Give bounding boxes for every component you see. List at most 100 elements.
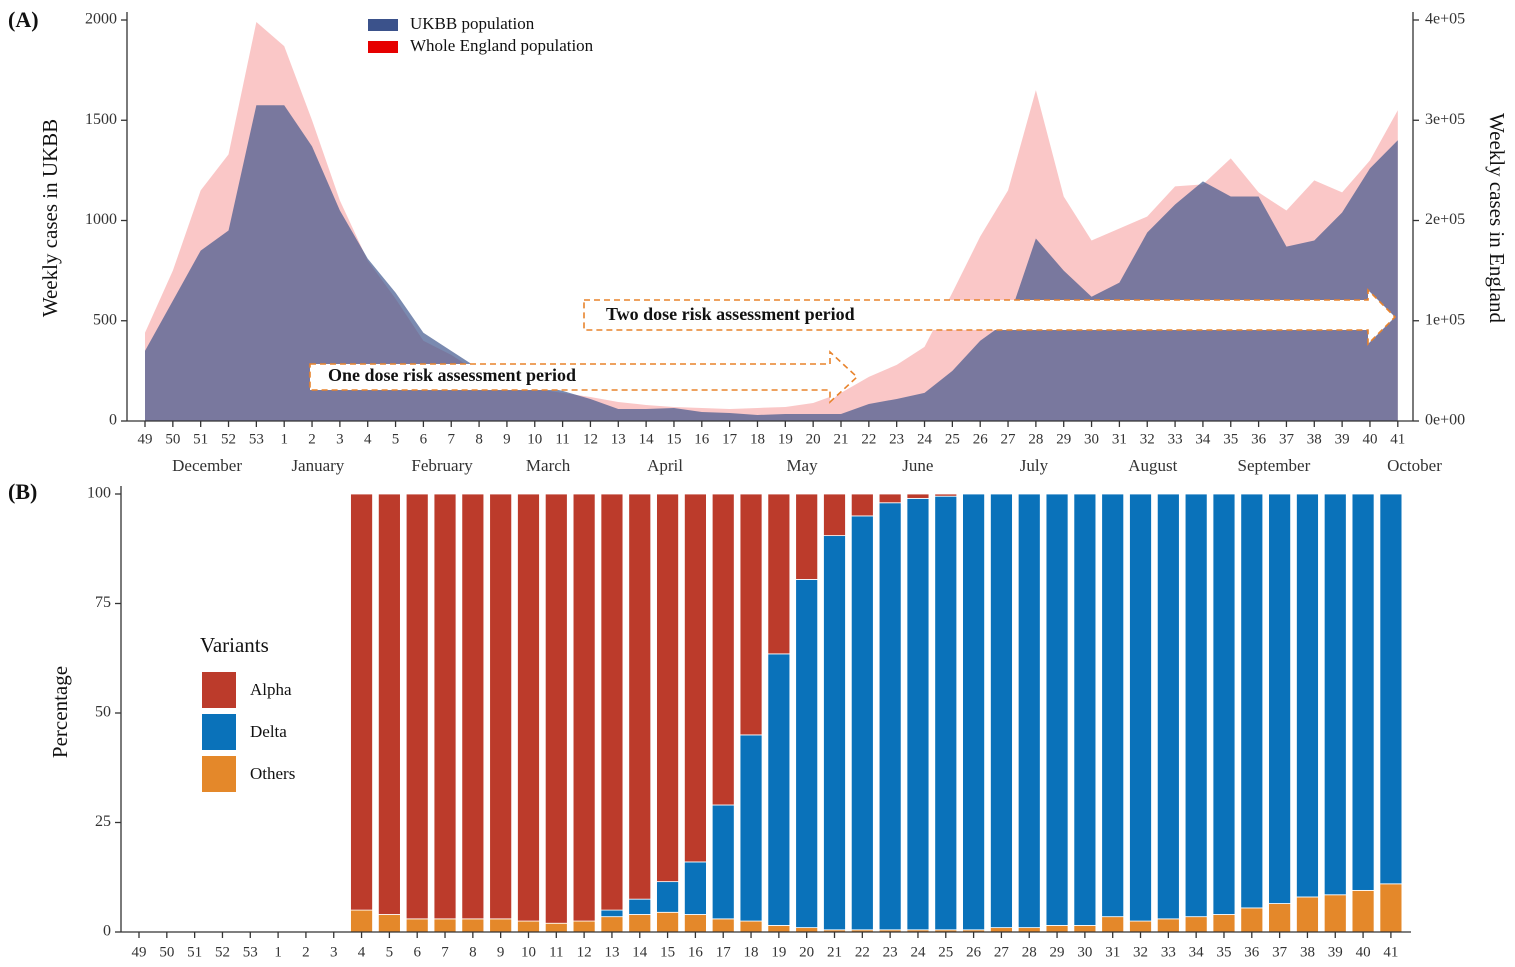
x-tick-label: 13 bbox=[604, 944, 619, 960]
x-tick-label: 30 bbox=[1084, 431, 1099, 447]
x-tick-label: 41 bbox=[1383, 944, 1398, 960]
x-tick-label: 9 bbox=[497, 944, 505, 960]
x-tick-label: 12 bbox=[583, 431, 598, 447]
x-tick-label: 9 bbox=[503, 431, 511, 447]
x-tick-label: 32 bbox=[1140, 431, 1155, 447]
bar-segment bbox=[823, 493, 846, 537]
bar-segment bbox=[572, 920, 596, 933]
arrow bbox=[309, 350, 859, 404]
bar-segment bbox=[767, 653, 791, 926]
bar-segment bbox=[1073, 493, 1097, 926]
x-tick-label: 50 bbox=[165, 431, 180, 447]
x-tick-label: 40 bbox=[1362, 431, 1377, 447]
x-tick-label: 8 bbox=[475, 431, 483, 447]
x-tick-label: 3 bbox=[336, 431, 344, 447]
x-tick-label: 34 bbox=[1189, 944, 1205, 960]
x-tick-label: 35 bbox=[1223, 431, 1238, 447]
x-tick-label: 40 bbox=[1356, 944, 1371, 960]
bar-segment bbox=[739, 493, 763, 736]
bar-segment bbox=[934, 495, 958, 931]
bar-segment bbox=[600, 909, 624, 918]
x-tick-label: 11 bbox=[555, 431, 569, 447]
bar-segment bbox=[1240, 907, 1264, 933]
bar-segment bbox=[1351, 493, 1375, 891]
bar-segment bbox=[600, 493, 624, 911]
bar-segment bbox=[461, 918, 485, 933]
month-label: July bbox=[1020, 456, 1049, 475]
bar-segment bbox=[656, 881, 679, 913]
y-tick-label: 1500 bbox=[85, 111, 117, 128]
x-tick-label: 15 bbox=[660, 944, 675, 960]
x-tick-label: 8 bbox=[469, 944, 477, 960]
legend-key bbox=[368, 19, 398, 31]
x-tick-label: 29 bbox=[1056, 431, 1071, 447]
x-tick-label: 19 bbox=[771, 944, 786, 960]
y-tick-label: 0 bbox=[109, 412, 117, 429]
bar-segment bbox=[1017, 493, 1041, 929]
bar-segment bbox=[1268, 903, 1292, 933]
bar-segment bbox=[1129, 493, 1152, 922]
bar-segment bbox=[350, 493, 373, 911]
bar-segment bbox=[1240, 493, 1264, 909]
x-tick-label: 51 bbox=[187, 944, 202, 960]
x-tick-label: 24 bbox=[910, 944, 926, 960]
x-tick-label: 24 bbox=[917, 431, 933, 447]
bar-segment bbox=[795, 493, 819, 580]
bar-segment bbox=[795, 579, 819, 929]
arrow bbox=[583, 288, 1397, 346]
bar-segment bbox=[1323, 493, 1347, 896]
bar-segment bbox=[1296, 493, 1319, 898]
y2-tick-label: 4e+05 bbox=[1425, 11, 1465, 28]
bar-segment bbox=[1129, 920, 1152, 933]
bar-segment bbox=[711, 804, 735, 920]
x-tick-label: 20 bbox=[806, 431, 821, 447]
x-tick-label: 36 bbox=[1244, 944, 1260, 960]
x-tick-label: 6 bbox=[413, 944, 421, 960]
y-axis-title: Percentage bbox=[48, 666, 72, 758]
bar-segment bbox=[1184, 493, 1208, 918]
x-tick-label: 33 bbox=[1168, 431, 1183, 447]
x-tick-label: 21 bbox=[834, 431, 849, 447]
x-tick-label: 51 bbox=[193, 431, 208, 447]
x-tick-label: 12 bbox=[577, 944, 592, 960]
bar-segment bbox=[572, 493, 596, 922]
bar-segment bbox=[628, 493, 652, 900]
bar-segment bbox=[934, 493, 958, 497]
x-tick-label: 5 bbox=[392, 431, 400, 447]
x-tick-label: 30 bbox=[1077, 944, 1092, 960]
legend-title: Variants bbox=[200, 633, 269, 657]
x-tick-label: 17 bbox=[716, 944, 732, 960]
bar-segment bbox=[489, 918, 513, 933]
y2-tick-label: 2e+05 bbox=[1425, 211, 1465, 228]
bar-segment bbox=[1101, 916, 1125, 933]
x-tick-label: 5 bbox=[386, 944, 394, 960]
month-label: March bbox=[526, 456, 571, 475]
x-tick-label: 1 bbox=[280, 431, 288, 447]
legend-label: Alpha bbox=[250, 680, 292, 699]
x-tick-label: 52 bbox=[215, 944, 230, 960]
bar-segment bbox=[377, 493, 401, 915]
x-tick-label: 39 bbox=[1328, 944, 1343, 960]
annotation-arrows bbox=[309, 288, 1397, 404]
x-tick-label: 31 bbox=[1105, 944, 1120, 960]
x-tick-label: 6 bbox=[420, 431, 428, 447]
bar-segment bbox=[544, 493, 568, 924]
y2-axis-title: Weekly cases in England bbox=[1485, 113, 1509, 323]
x-tick-label: 32 bbox=[1133, 944, 1148, 960]
y-axis-title: Weekly cases in UKBB bbox=[38, 119, 62, 317]
bar-segment bbox=[962, 493, 985, 931]
x-tick-label: 49 bbox=[138, 431, 153, 447]
legend-key bbox=[202, 714, 236, 750]
x-tick-label: 25 bbox=[945, 431, 960, 447]
x-tick-label: 31 bbox=[1112, 431, 1127, 447]
month-label: August bbox=[1128, 456, 1177, 475]
bar-segment bbox=[1017, 927, 1041, 933]
x-tick-label: 41 bbox=[1390, 431, 1405, 447]
legend-key bbox=[368, 41, 398, 53]
y2-tick-label: 1e+05 bbox=[1425, 311, 1465, 328]
bar-segment bbox=[517, 920, 540, 933]
y-tick-label: 0 bbox=[103, 923, 111, 940]
x-tick-label: 14 bbox=[632, 944, 648, 960]
x-tick-label: 14 bbox=[639, 431, 655, 447]
